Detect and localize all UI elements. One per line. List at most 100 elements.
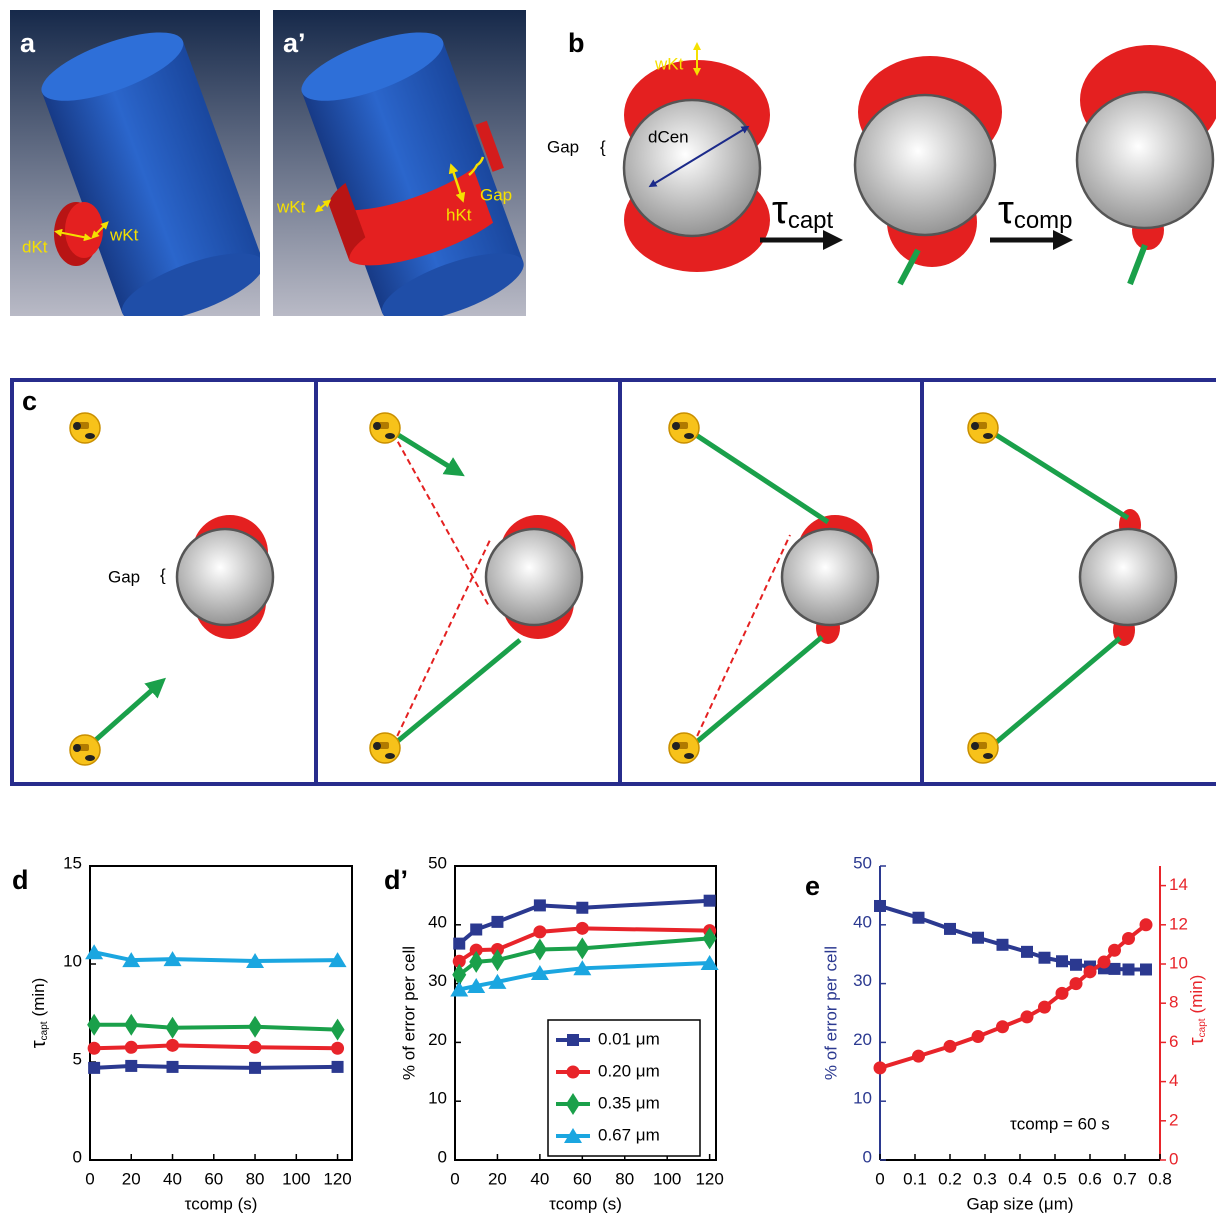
x-tick-label: 0.7	[1113, 1169, 1137, 1188]
marker	[1038, 1001, 1051, 1014]
panel-label: c	[22, 386, 37, 416]
x-tick-label: 120	[323, 1169, 351, 1188]
marker	[124, 1014, 138, 1036]
y-tick-label: 0	[73, 1147, 82, 1166]
marker	[944, 923, 956, 935]
label-symbol: τ	[1186, 1037, 1208, 1045]
mtoc	[70, 413, 100, 443]
mtoc	[370, 413, 400, 443]
mtoc	[669, 733, 699, 763]
mtoc	[70, 735, 100, 765]
x-tick-label: 0.4	[1008, 1169, 1032, 1188]
marker	[534, 899, 546, 911]
panel-label: d	[12, 865, 29, 895]
marker	[331, 1019, 345, 1041]
legend-label: 0.20 μm	[598, 1061, 660, 1080]
microtubule	[393, 640, 520, 745]
microtubule	[90, 683, 160, 745]
centromere	[855, 95, 995, 235]
y2-tick-label: 6	[1169, 1032, 1178, 1051]
marker	[533, 925, 546, 938]
legend-label: 0.35 μm	[598, 1093, 660, 1112]
y-tick-label: 10	[853, 1089, 872, 1108]
marker	[1070, 977, 1083, 990]
marker	[1108, 944, 1121, 957]
y2-tick-label: 8	[1169, 993, 1178, 1012]
label: Gap	[108, 567, 140, 586]
x-tick-label: 0.3	[973, 1169, 997, 1188]
y2-tick-label: 0	[1169, 1149, 1178, 1168]
marker	[1056, 987, 1069, 1000]
centromere	[1080, 529, 1176, 625]
y-tick-label: 50	[428, 853, 447, 872]
y-tick-label: 10	[428, 1089, 447, 1108]
marker	[874, 1061, 887, 1074]
page: {"panels": { "a": {"label": "a", "dKt": …	[0, 0, 1216, 1222]
marker	[1056, 955, 1068, 967]
x-tick-label: 20	[488, 1169, 507, 1188]
marker	[1122, 932, 1135, 945]
marker	[575, 937, 589, 959]
centromere	[782, 529, 878, 625]
y-axis-label: % of error per cell	[821, 946, 840, 1080]
mtoc	[968, 733, 998, 763]
x-tick-label: 100	[282, 1169, 310, 1188]
label-subscript: capt	[1197, 1018, 1208, 1037]
marker	[125, 1041, 138, 1054]
brace: {	[600, 137, 606, 156]
microtubule	[993, 433, 1128, 518]
x-tick-label: 120	[695, 1169, 723, 1188]
microtubule	[693, 433, 828, 522]
marker	[996, 1020, 1009, 1033]
y-tick-label: 5	[73, 1049, 82, 1068]
label: Gap	[547, 137, 579, 156]
marker	[1070, 959, 1082, 971]
y-tick-label: 40	[428, 912, 447, 931]
x-tick-label: 20	[122, 1169, 141, 1188]
marker	[567, 1034, 579, 1046]
x-tick-label: 0.5	[1043, 1169, 1067, 1188]
y2-tick-label: 4	[1169, 1071, 1178, 1090]
label: dKt	[22, 237, 48, 256]
centromere	[177, 529, 273, 625]
marker	[1084, 965, 1097, 978]
panel-label: a	[20, 28, 36, 58]
marker	[567, 1066, 580, 1079]
legend-label: 0.01 μm	[598, 1029, 660, 1048]
marker	[167, 1061, 179, 1073]
y-tick-label: 15	[63, 853, 82, 872]
marker	[491, 916, 503, 928]
y-tick-label: 10	[63, 951, 82, 970]
y2-axis-label: τcapt(min)	[1186, 975, 1208, 1046]
marker	[249, 1062, 261, 1074]
x-tick-label: 0	[875, 1169, 884, 1188]
mtoc	[968, 413, 998, 443]
marker	[470, 924, 482, 936]
mtoc	[669, 413, 699, 443]
label-symbol: τ	[28, 1040, 50, 1048]
x-axis-label: τcomp (s)	[549, 1194, 622, 1213]
marker	[88, 1062, 100, 1074]
marker	[166, 1017, 180, 1039]
marker	[576, 902, 588, 914]
marker	[166, 1039, 179, 1052]
marker	[88, 1042, 101, 1055]
marker	[1021, 946, 1033, 958]
mtoc	[370, 733, 400, 763]
label-unit: (min)	[29, 978, 48, 1017]
x-tick-label: 0	[450, 1169, 459, 1188]
marker	[1109, 963, 1121, 975]
x-tick-label: 40	[530, 1169, 549, 1188]
marker	[913, 912, 925, 924]
y-tick-label: 40	[853, 912, 872, 931]
centromere	[624, 100, 760, 236]
marker	[453, 938, 465, 950]
label: wKt	[276, 197, 306, 216]
panel-a2	[273, 10, 545, 340]
x-tick-label: 0.6	[1078, 1169, 1102, 1188]
y-tick-label: 20	[853, 1030, 872, 1049]
y-tick-label: 0	[438, 1147, 447, 1166]
label: wKt	[109, 225, 139, 244]
x-axis-label: τcomp (s)	[185, 1194, 258, 1213]
tau-capt: τcapt	[772, 188, 834, 235]
